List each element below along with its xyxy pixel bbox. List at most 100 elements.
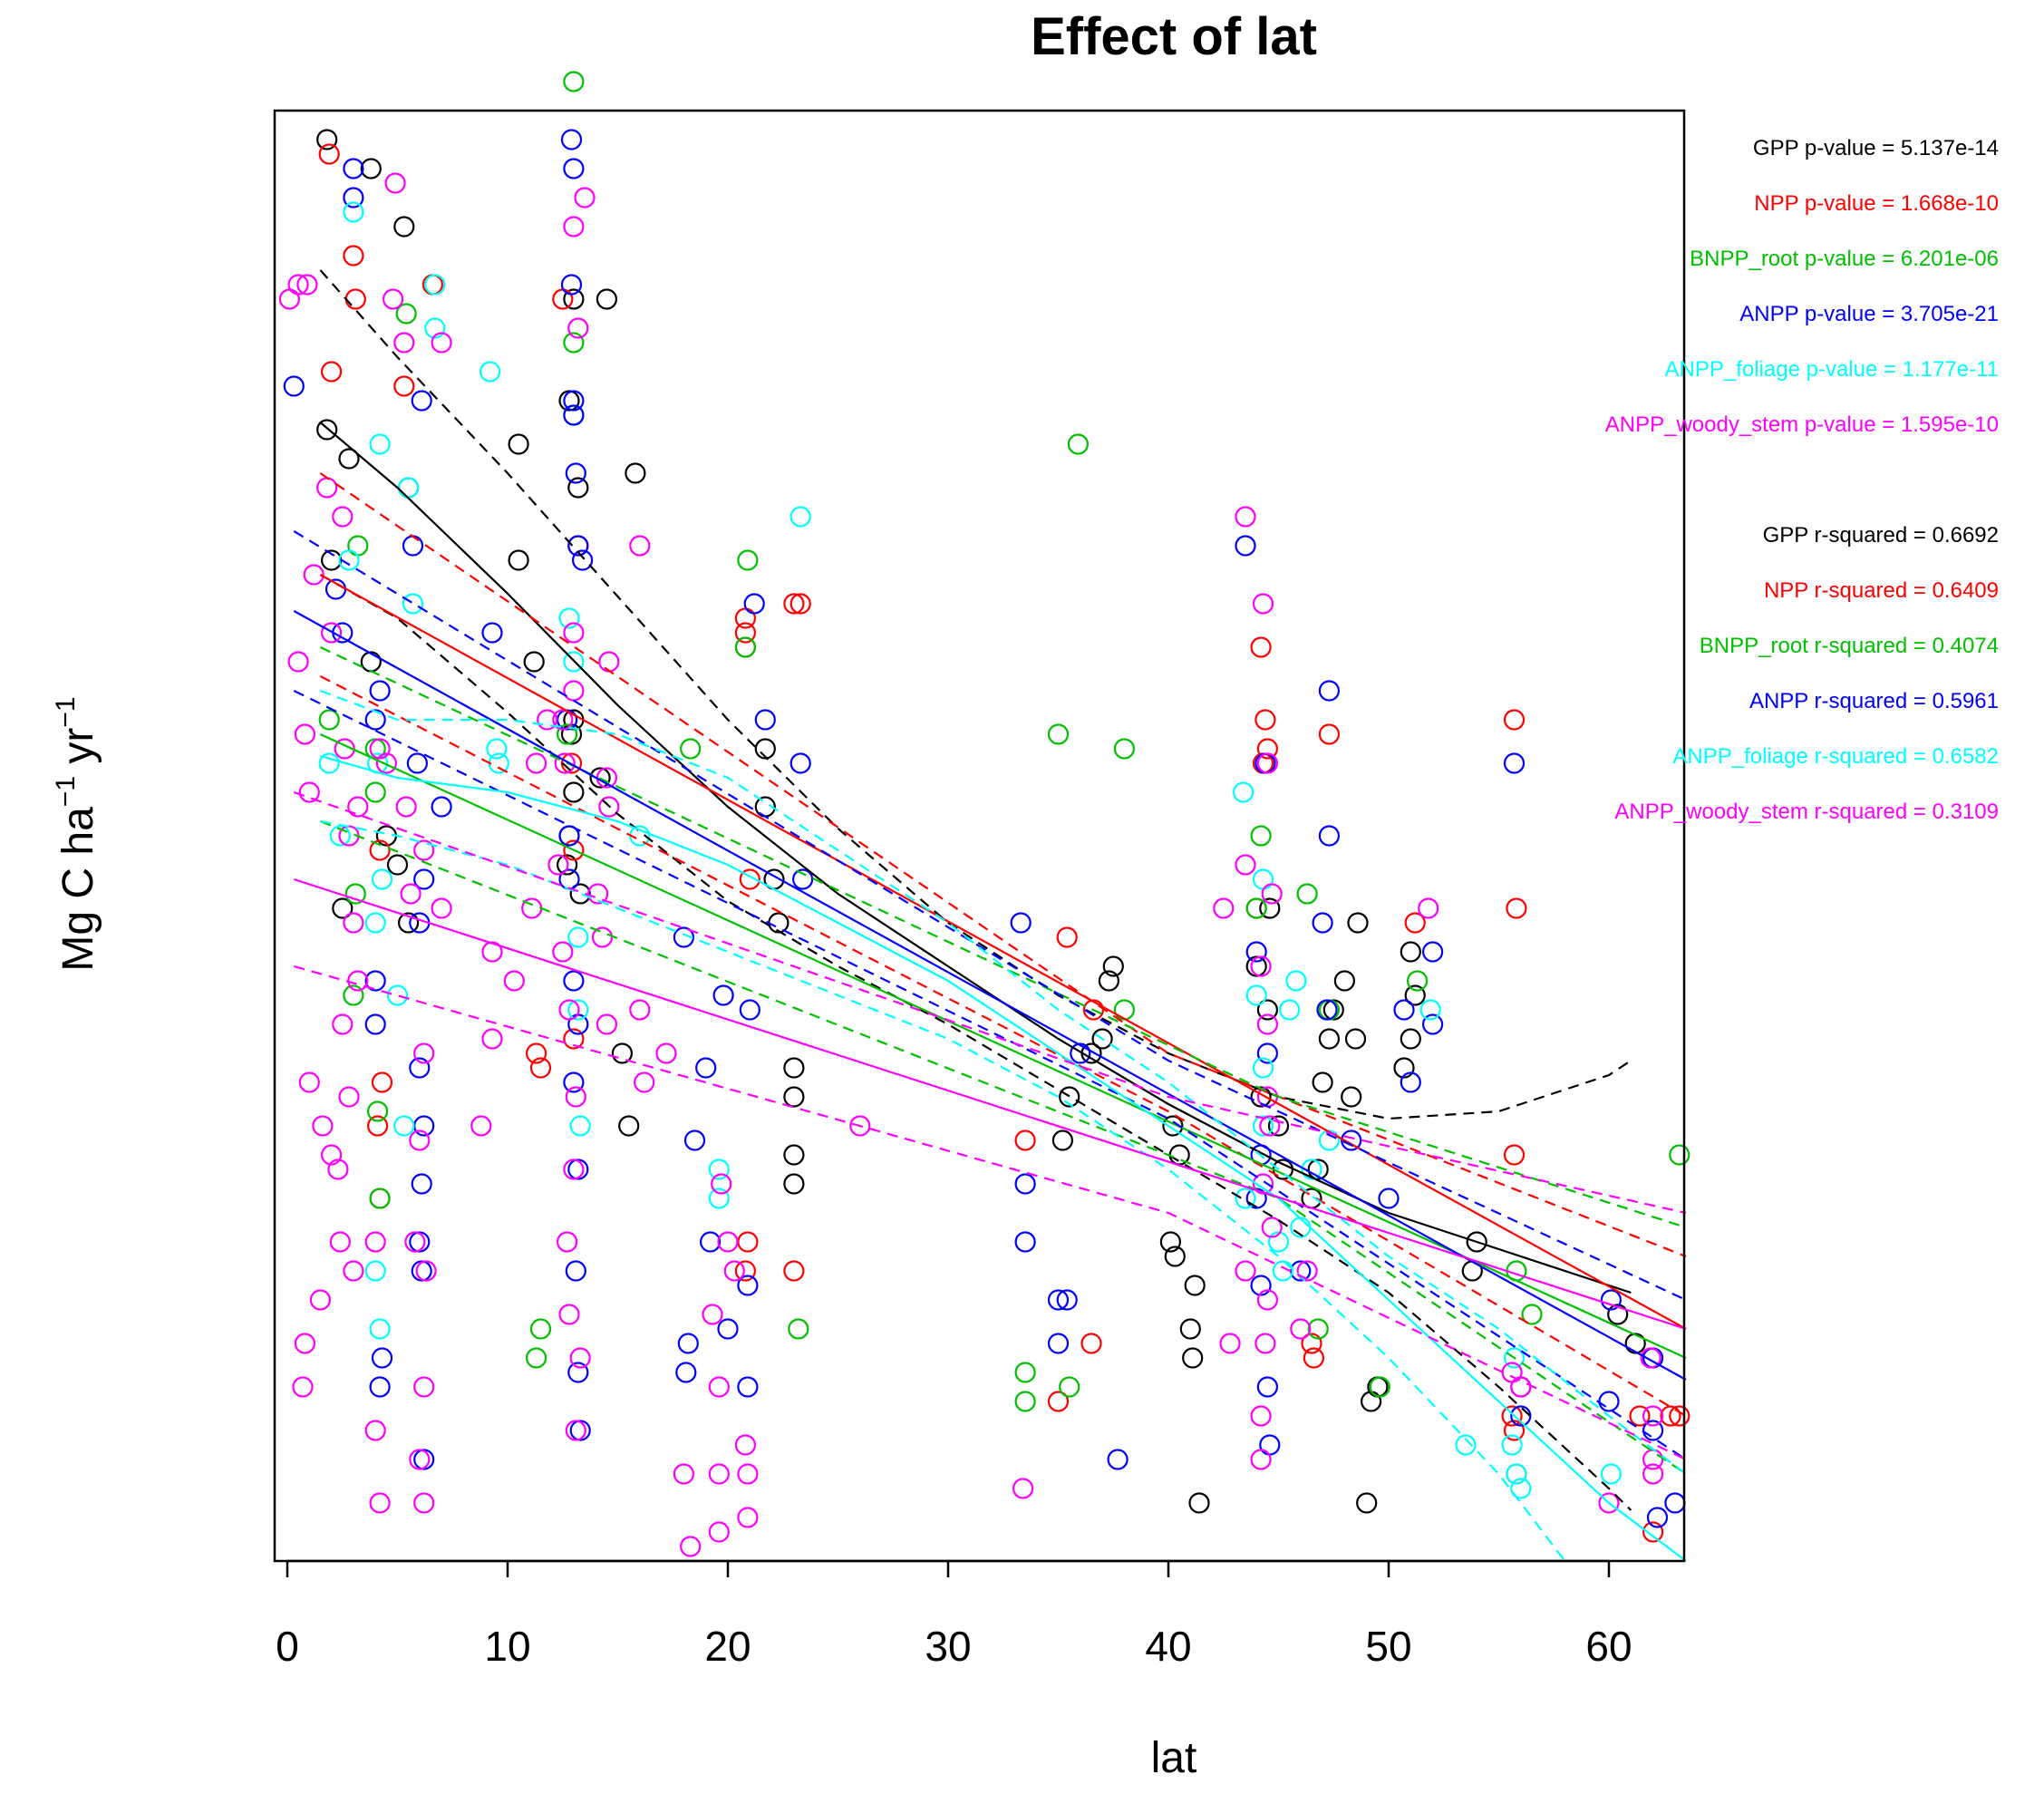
stat-annotation: ANPP p-value = 3.705e-21 [1739,302,1999,326]
point-anpp-foliage [1245,984,1267,1006]
point-anpp-woody-stem [332,506,354,528]
point-anpp-woody-stem [558,1304,580,1325]
point-gpp [1098,970,1120,992]
point-npp [369,839,391,861]
point-bnpp-root [318,709,340,731]
point-gpp [567,477,589,499]
fit-bnpp-root-line [319,732,1687,1360]
point-bnpp-root [1296,883,1318,905]
point-anpp-woody-stem [413,1492,435,1514]
point-anpp-woody-stem [1219,1333,1241,1354]
point-anpp-woody-stem [567,317,589,339]
point-anpp-woody-stem [552,709,574,731]
fit-anpp-woody-stem-ci-upper [293,790,1687,1215]
stat-annotation: BNPP_root p-value = 6.201e-06 [1690,247,1999,271]
point-anpp-woody-stem [1250,1405,1272,1427]
point-anpp-foliage [558,607,580,629]
point-anpp [1664,1492,1686,1514]
point-anpp-woody-stem [343,912,364,934]
point-anpp [677,1333,699,1354]
stat-annotation: NPP r-squared = 0.6409 [1764,578,1999,603]
point-anpp-foliage [329,825,351,847]
point-anpp [1312,912,1333,934]
point-anpp [754,709,776,731]
point-npp [1629,1405,1651,1427]
point-anpp [411,1173,432,1195]
point-anpp-woody-stem [431,897,452,919]
point-anpp [565,1260,586,1282]
point-anpp-woody-stem [369,738,391,760]
point-anpp [1014,1231,1036,1253]
point-anpp-foliage [486,738,508,760]
point-anpp-foliage [424,317,446,339]
point-gpp [563,781,585,803]
point-anpp-woody-stem [563,680,585,702]
point-bnpp-root [347,535,369,557]
point-anpp-woody-stem [708,1463,730,1485]
point-gpp [1102,955,1124,977]
point-anpp [567,535,589,557]
point-anpp-woody-stem [338,1086,360,1108]
point-gpp [768,912,790,934]
point-anpp-woody-stem [629,535,651,557]
point-gpp [1356,1492,1378,1514]
point-anpp-woody-stem [1598,1492,1620,1514]
point-bnpp-root [364,781,386,803]
point-anpp-woody-stem [364,1231,386,1253]
point-anpp-woody-stem [309,1289,331,1311]
point-npp [560,752,583,774]
point-gpp [316,419,338,441]
stats-annotations: GPP p-value = 5.137e-14 NPP p-value = 1.6… [1605,136,1999,824]
point-gpp [1624,1333,1646,1354]
x-tick-label: 0 [276,1623,299,1670]
point-anpp-woody-stem [629,999,651,1021]
point-anpp [1014,1173,1036,1195]
point-gpp [1307,1159,1329,1180]
point-npp [525,1042,547,1064]
point-npp [1318,723,1341,745]
point-gpp [1162,1115,1184,1137]
point-npp [783,1260,805,1282]
point-npp [563,839,585,861]
point-npp [1669,1405,1690,1427]
point-npp [734,622,757,644]
point-anpp-woody-stem [1642,1463,1664,1485]
point-npp [367,1115,389,1137]
point-anpp [283,375,305,397]
point-anpp-woody-stem [737,1507,759,1528]
point-gpp [1344,1028,1367,1050]
point-gpp [783,1057,805,1079]
point-anpp-woody-stem [563,622,585,644]
point-npp [321,361,343,383]
point-bnpp-root [1014,1391,1036,1412]
point-anpp-foliage [488,752,509,774]
point-gpp [1091,1028,1113,1050]
point-anpp [1259,1434,1281,1456]
point-anpp-woody-stem [1213,897,1235,919]
point-gpp [1393,1057,1415,1079]
point-anpp-woody-stem [563,1159,585,1180]
point-anpp-woody-stem [556,1231,578,1253]
point-anpp [571,549,594,571]
fit-npp-ci-upper [319,472,1687,1258]
point-anpp-woody-stem [734,1434,757,1456]
point-anpp-woody-stem [525,752,547,774]
point-npp [734,1260,757,1282]
point-gpp [625,462,646,484]
point-gpp [1318,1028,1341,1050]
point-gpp [783,1144,805,1166]
point-gpp [589,767,611,789]
point-npp [1301,1333,1322,1354]
point-bnpp-root [1406,970,1429,992]
fit-lines [293,269,1687,1562]
point-gpp [1312,1071,1333,1093]
point-gpp [783,1086,805,1108]
point-anpp [560,274,583,296]
point-anpp [413,868,435,890]
point-anpp-woody-stem [404,1231,426,1253]
point-anpp [673,926,695,948]
point-anpp-woody-stem [591,926,614,948]
point-anpp [1245,941,1267,963]
point-anpp-foliage [1503,1347,1526,1369]
point-anpp-woody-stem [321,1144,343,1166]
